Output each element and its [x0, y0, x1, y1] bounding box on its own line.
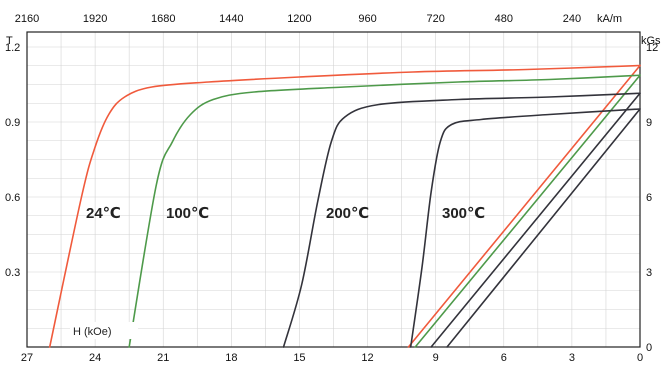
- annotation-200c: 200℃: [326, 205, 369, 222]
- intrinsic-curve-100c: [128, 74, 641, 348]
- normal-curve-100c: [414, 74, 641, 348]
- right-tick-label: 0: [646, 342, 652, 354]
- right-tick-label: 6: [646, 192, 652, 204]
- left-tick-label: 1.2: [5, 42, 20, 54]
- intrinsic-curve-300c: [409, 108, 641, 348]
- right-tick-label: 3: [646, 267, 652, 279]
- plot-frame: [26, 31, 641, 348]
- normal-curve-300c: [446, 108, 641, 348]
- right-tick-label: 9: [646, 117, 652, 129]
- left-tick-label: 0.3: [5, 267, 20, 279]
- top-tick-label: 960: [358, 13, 376, 25]
- right-axis-label: kGs: [641, 35, 661, 47]
- bottom-tick-label: 27: [21, 352, 33, 364]
- bottom-tick-label: 21: [157, 352, 169, 364]
- top-tick-label: 720: [426, 13, 444, 25]
- annotation-300c: 300℃: [442, 205, 485, 222]
- bottom-tick-label: 24: [89, 352, 101, 364]
- top-tick-label: 240: [563, 13, 581, 25]
- chart-curves: [48, 64, 641, 348]
- top-tick-label: 1200: [287, 13, 311, 25]
- top-tick-label: 1680: [151, 13, 175, 25]
- left-axis-label: T: [6, 35, 13, 47]
- bottom-tick-label: 6: [501, 352, 507, 364]
- top-axis-label: kA/m: [597, 13, 622, 25]
- annotation-100c: 100℃: [166, 205, 209, 222]
- top-tick-label: 1920: [83, 13, 107, 25]
- right-axis-ticks: 0 3 6 9 12: [646, 42, 658, 354]
- bottom-axis-ticks: 27 24 21 18 15 12 9 6 3 0: [21, 352, 643, 364]
- intrinsic-curve-24c: [48, 64, 641, 348]
- right-tick-label: 12: [646, 42, 658, 54]
- top-tick-label: 2160: [15, 13, 39, 25]
- bottom-tick-label: 0: [637, 352, 643, 364]
- top-tick-label: 480: [495, 13, 513, 25]
- intrinsic-curve-200c: [282, 92, 641, 348]
- top-tick-label: 1440: [219, 13, 243, 25]
- bottom-tick-label: 18: [225, 352, 237, 364]
- top-axis-ticks: 2160 1920 1680 1440 1200 960 720 480 240: [15, 13, 581, 25]
- left-tick-label: 0.6: [5, 192, 20, 204]
- chart-grid: [26, 32, 641, 348]
- bottom-tick-label: 15: [293, 352, 305, 364]
- normal-curve-24c: [407, 64, 641, 348]
- bottom-tick-label: 9: [433, 352, 439, 364]
- bottom-tick-label: 3: [569, 352, 575, 364]
- bottom-axis-label-bg: [70, 322, 138, 339]
- bottom-tick-label: 12: [361, 352, 373, 364]
- normal-curve-200c: [430, 92, 641, 348]
- left-tick-label: 0.9: [5, 117, 20, 129]
- bottom-axis-label: H (kOe): [73, 326, 112, 338]
- left-axis-ticks: 0.3 0.6 0.9 1.2: [5, 42, 20, 279]
- annotation-24c: 24℃: [86, 205, 121, 222]
